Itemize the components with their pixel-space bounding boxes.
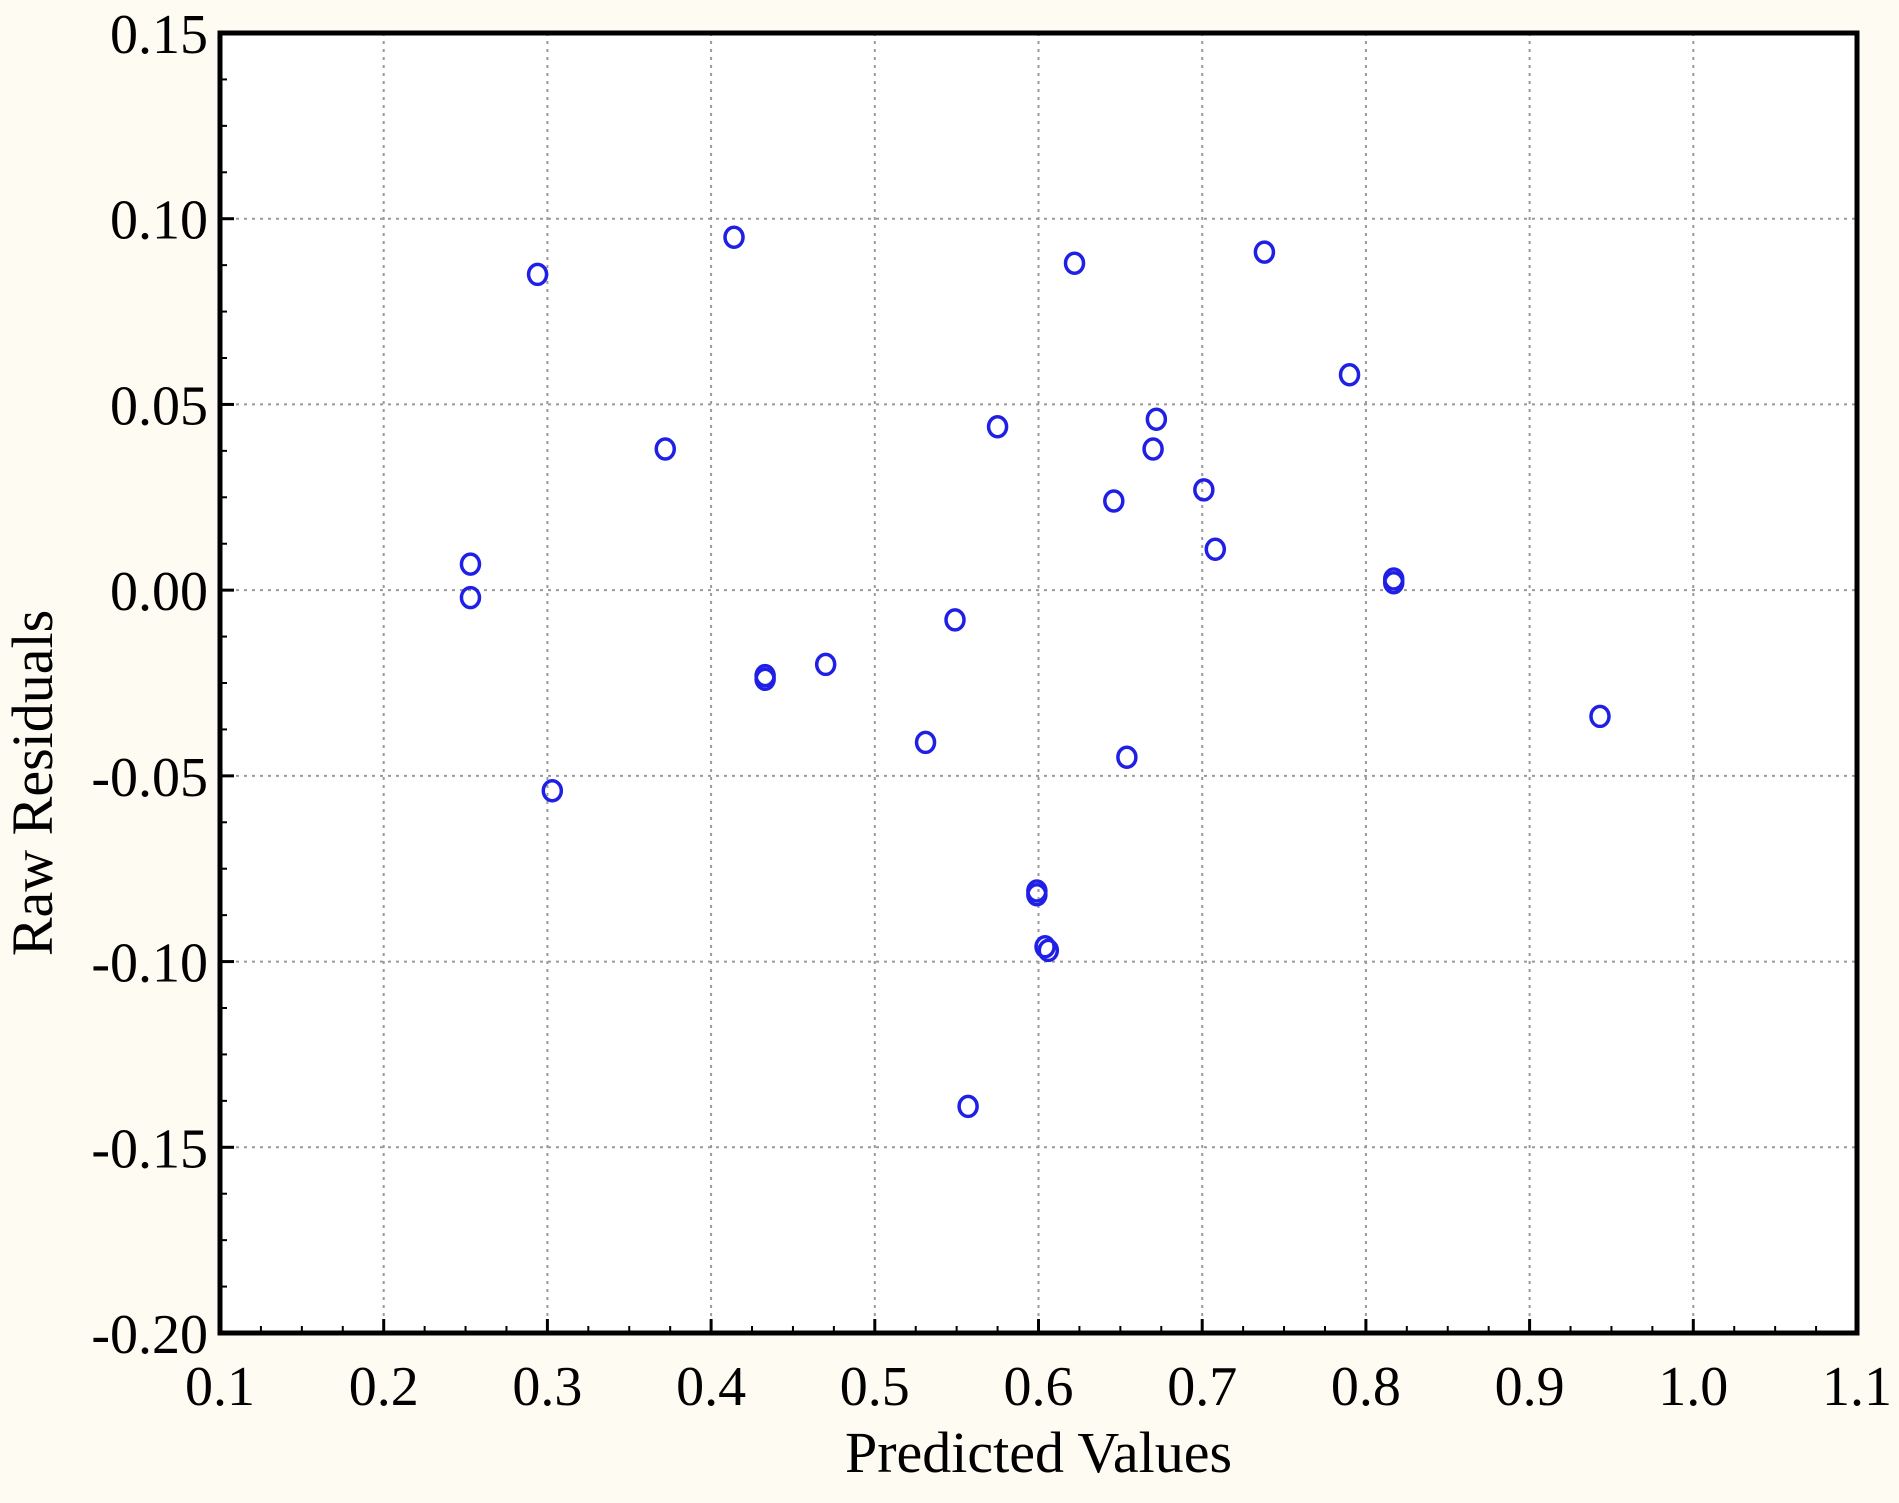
data-point (1193, 478, 1215, 502)
x-tick-label: 0.7 (1167, 1356, 1237, 1418)
data-point (1034, 934, 1056, 959)
x-tick-label: 1.1 (1822, 1356, 1892, 1418)
data-point (1338, 362, 1361, 387)
data-point (1116, 745, 1138, 770)
y-tick-label: 0.15 (110, 4, 208, 66)
left-margin (0, 0, 220, 1498)
data-point (1382, 570, 1405, 595)
x-tick-label: 0.9 (1495, 1356, 1565, 1418)
data-point (1063, 251, 1086, 276)
data-points (459, 225, 1611, 1119)
data-point (526, 262, 549, 287)
y-tick-label: 0.00 (110, 561, 208, 623)
data-point (986, 414, 1009, 439)
y-tick-label: -0.15 (91, 1118, 208, 1180)
plot-frame (217, 30, 1860, 1336)
y-axis-label: Raw Residuals (0, 610, 65, 956)
data-point (1026, 882, 1048, 907)
data-point (1103, 489, 1125, 513)
data-point (1145, 407, 1168, 432)
data-point (814, 652, 837, 677)
x-tick-label: 0.2 (349, 1356, 419, 1418)
data-point (723, 225, 745, 250)
x-tick-label: 1.0 (1658, 1356, 1728, 1418)
y-tick-label: -0.20 (91, 1304, 208, 1366)
data-point (459, 585, 482, 610)
data-point (459, 552, 482, 576)
data-point (957, 1094, 979, 1119)
x-tick-label: 0.1 (185, 1356, 255, 1418)
data-point (1142, 437, 1164, 461)
y-tick-label: -0.10 (91, 933, 208, 995)
y-tick-label: -0.05 (91, 747, 208, 809)
x-tick-labels: 0.1 0.2 0.3 0.4 0.5 0.6 0.7 0.8 0.9 1.0 1.1 (185, 1356, 1892, 1418)
x-axis-label: Predicted Values (845, 1420, 1232, 1485)
x-tick-label: 0.6 (1004, 1356, 1074, 1418)
data-point (1204, 537, 1227, 562)
x-tick-label: 0.5 (840, 1356, 910, 1418)
data-point (754, 667, 776, 692)
data-point (1253, 240, 1276, 264)
data-point (914, 730, 937, 755)
data-point (1037, 938, 1060, 963)
gridlines (220, 33, 1857, 1333)
data-point (944, 608, 966, 632)
y-tick-labels: 0.15 0.10 0.05 0.00 -0.05 -0.10 -0.15 -0.20 (91, 4, 208, 1366)
y-tick-label: 0.10 (110, 190, 208, 252)
x-tick-label: 0.3 (512, 1356, 582, 1418)
data-point (654, 437, 677, 461)
x-tick-label: 0.8 (1331, 1356, 1401, 1418)
data-point (1589, 704, 1611, 729)
y-tick-label: 0.05 (110, 375, 208, 437)
x-tick-label: 0.4 (676, 1356, 746, 1418)
data-point (541, 778, 564, 803)
